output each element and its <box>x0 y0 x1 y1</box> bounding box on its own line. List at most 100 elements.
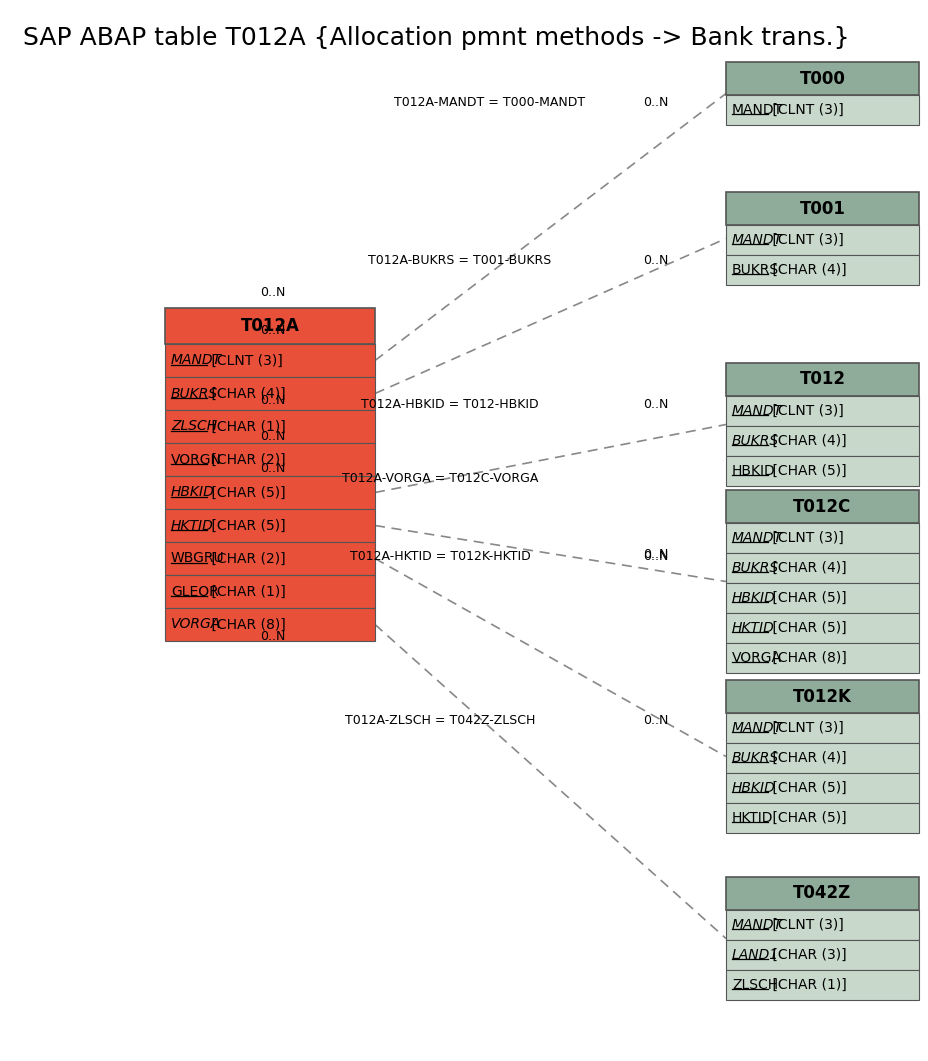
Bar <box>725 255 918 285</box>
Text: BUKRS: BUKRS <box>731 751 779 765</box>
Text: [CHAR (5)]: [CHAR (5)] <box>767 621 845 634</box>
Text: ZLSCH: ZLSCH <box>171 419 217 434</box>
Text: [CHAR (8)]: [CHAR (8)] <box>767 651 845 665</box>
Bar <box>725 803 918 833</box>
Bar <box>725 613 918 643</box>
Text: ZLSCH: ZLSCH <box>731 978 778 992</box>
Bar <box>725 225 918 255</box>
Bar <box>725 192 918 225</box>
Text: 0..N: 0..N <box>260 324 285 336</box>
Text: VORGN: VORGN <box>171 452 222 467</box>
Bar <box>165 377 375 410</box>
Text: MANDT: MANDT <box>731 404 782 418</box>
Text: MANDT: MANDT <box>731 103 782 117</box>
Bar <box>165 542 375 575</box>
Text: BUKRS: BUKRS <box>731 434 779 448</box>
Text: T012A-HKTID = T012K-HKTID: T012A-HKTID = T012K-HKTID <box>349 550 530 562</box>
Bar <box>725 743 918 773</box>
Text: T012A-BUKRS = T001-BUKRS: T012A-BUKRS = T001-BUKRS <box>368 254 551 266</box>
Bar <box>725 553 918 582</box>
Text: MANDT: MANDT <box>171 353 222 367</box>
Text: BUKRS: BUKRS <box>731 561 779 575</box>
Text: [CHAR (1)]: [CHAR (1)] <box>207 419 286 434</box>
Bar <box>165 509 375 542</box>
Bar <box>165 443 375 476</box>
Text: BUKRS: BUKRS <box>171 386 218 400</box>
Text: [CLNT (3)]: [CLNT (3)] <box>767 103 843 117</box>
Bar <box>165 344 375 377</box>
Text: [CHAR (4)]: [CHAR (4)] <box>207 386 285 400</box>
Text: [CLNT (3)]: [CLNT (3)] <box>767 721 843 735</box>
Text: HBKID: HBKID <box>171 486 214 500</box>
Text: HKTID: HKTID <box>731 811 773 825</box>
Text: MANDT: MANDT <box>731 721 782 735</box>
Bar <box>725 773 918 803</box>
Text: [CLNT (3)]: [CLNT (3)] <box>767 404 843 418</box>
Bar <box>725 427 918 456</box>
Bar <box>725 490 918 523</box>
Text: MANDT: MANDT <box>731 233 782 247</box>
Text: HBKID: HBKID <box>731 781 775 795</box>
Text: T042Z: T042Z <box>793 885 851 903</box>
Bar <box>725 940 918 970</box>
Text: T012C: T012C <box>793 498 851 516</box>
Bar <box>165 410 375 443</box>
Text: SAP ABAP table T012A {Allocation pmnt methods -> Bank trans.}: SAP ABAP table T012A {Allocation pmnt me… <box>23 27 849 50</box>
Text: [CHAR (4)]: [CHAR (4)] <box>767 434 845 448</box>
Text: [CHAR (5)]: [CHAR (5)] <box>207 519 285 533</box>
Text: 0..N: 0..N <box>260 630 285 644</box>
Text: 0..N: 0..N <box>642 713 667 727</box>
Bar <box>725 456 918 486</box>
Text: 0..N: 0..N <box>642 550 667 562</box>
Text: T012A: T012A <box>240 317 299 335</box>
Text: [CHAR (4)]: [CHAR (4)] <box>767 751 845 765</box>
Text: HBKID: HBKID <box>731 464 775 479</box>
Text: [CHAR (5)]: [CHAR (5)] <box>767 464 845 479</box>
Bar <box>165 308 375 344</box>
Text: [CHAR (1)]: [CHAR (1)] <box>767 978 845 992</box>
Text: T000: T000 <box>799 70 844 87</box>
Text: [CHAR (4)]: [CHAR (4)] <box>767 263 845 277</box>
Bar <box>725 877 918 910</box>
Text: MANDT: MANDT <box>731 530 782 545</box>
Text: HKTID: HKTID <box>731 621 774 634</box>
Text: T012K: T012K <box>793 688 851 706</box>
Text: [CLNT (3)]: [CLNT (3)] <box>767 530 843 545</box>
Text: [CHAR (3)]: [CHAR (3)] <box>767 947 845 962</box>
Text: [CLNT (3)]: [CLNT (3)] <box>767 233 843 247</box>
Text: [CHAR (8)]: [CHAR (8)] <box>207 618 286 631</box>
Text: [CLNT (3)]: [CLNT (3)] <box>767 918 843 932</box>
Text: HKTID: HKTID <box>171 519 213 533</box>
Text: 0..N: 0..N <box>642 95 667 108</box>
Text: T012: T012 <box>799 370 844 388</box>
Text: 0..N: 0..N <box>260 394 285 406</box>
Bar <box>725 713 918 743</box>
Bar <box>725 910 918 940</box>
Text: T012A-HBKID = T012-HBKID: T012A-HBKID = T012-HBKID <box>361 398 538 411</box>
Text: [CHAR (1)]: [CHAR (1)] <box>207 585 286 598</box>
Text: VORGA: VORGA <box>171 618 221 631</box>
Bar <box>725 523 918 553</box>
Text: GLEOR: GLEOR <box>171 585 218 598</box>
Bar <box>165 575 375 608</box>
Text: T001: T001 <box>799 199 844 218</box>
Text: [CHAR (2)]: [CHAR (2)] <box>207 552 285 566</box>
Text: [CHAR (5)]: [CHAR (5)] <box>767 781 845 795</box>
Text: T012A-MANDT = T000-MANDT: T012A-MANDT = T000-MANDT <box>394 95 585 108</box>
Text: WBGRU: WBGRU <box>171 552 225 566</box>
Bar <box>725 396 918 427</box>
Bar <box>725 680 918 713</box>
Text: HBKID: HBKID <box>731 591 775 605</box>
Text: 0..N: 0..N <box>260 430 285 442</box>
Bar <box>725 62 918 95</box>
Bar <box>725 970 918 1001</box>
Bar <box>165 476 375 509</box>
Bar <box>725 363 918 396</box>
Text: 0..N: 0..N <box>260 463 285 475</box>
Bar <box>725 95 918 125</box>
Text: 0..N: 0..N <box>642 398 667 411</box>
Bar <box>725 643 918 673</box>
Text: [CHAR (5)]: [CHAR (5)] <box>207 486 285 500</box>
Text: T012A-ZLSCH = T042Z-ZLSCH: T012A-ZLSCH = T042Z-ZLSCH <box>344 713 535 727</box>
Text: T012A-VORGA = T012C-VORGA: T012A-VORGA = T012C-VORGA <box>342 471 537 485</box>
